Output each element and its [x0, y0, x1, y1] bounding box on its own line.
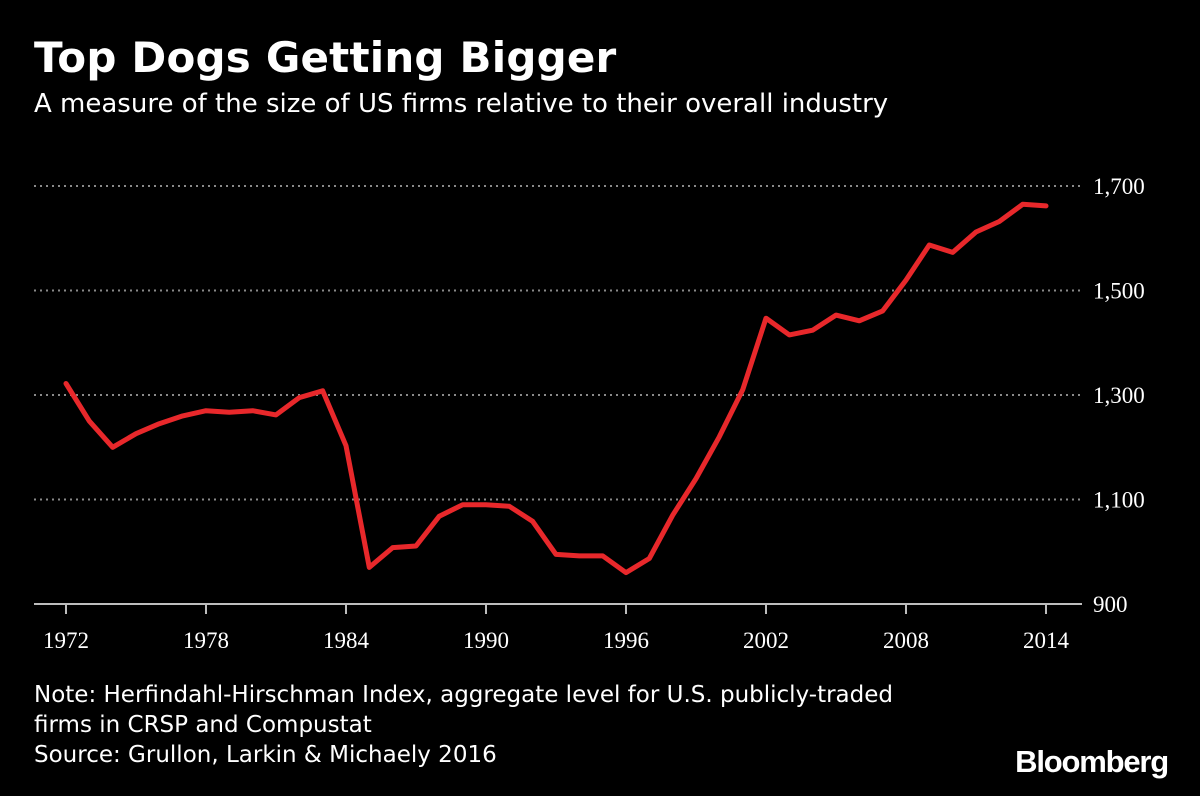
- x-tick-label-2002: 2002: [743, 628, 789, 653]
- series-line-0: [63, 201, 1049, 576]
- line-chart: 900 1,100 1,300 1,500 1,700 1972 1978 1984 1990…: [34, 174, 1145, 653]
- y-tick-label-1500: 1,500: [1093, 279, 1145, 304]
- y-tick-label-1100: 1,100: [1093, 488, 1145, 513]
- x-tick-label-2014: 2014: [1023, 628, 1070, 653]
- y-tick-label-1700: 1,700: [1093, 174, 1145, 199]
- x-axis: [34, 603, 1082, 614]
- series-layer: [63, 201, 1049, 576]
- y-tick-label-900: 900: [1093, 592, 1128, 617]
- x-tick-label-2008: 2008: [883, 628, 929, 653]
- x-tick-label-1990: 1990: [463, 628, 509, 653]
- note-line-1: Note: Herfindahl-Hirschman Index, aggreg…: [34, 682, 893, 708]
- note-line-2: firms in CRSP and Compustat: [34, 712, 372, 738]
- y-tick-label-1300: 1,300: [1093, 383, 1145, 408]
- gridlines: [34, 185, 1082, 501]
- x-tick-label-1978: 1978: [183, 628, 229, 653]
- chart-subtitle: A measure of the size of US firms relati…: [34, 89, 889, 119]
- source-line: Source: Grullon, Larkin & Michaely 2016: [34, 742, 497, 768]
- chart-title: Top Dogs Getting Bigger: [34, 33, 617, 82]
- x-axis-labels: 1972 1978 1984 1990 1996 2002 2008 2014: [43, 628, 1070, 653]
- y-axis-labels: 900 1,100 1,300 1,500 1,700: [1093, 174, 1145, 617]
- x-tick-label-1972: 1972: [43, 628, 89, 653]
- x-tick-label-1996: 1996: [603, 628, 649, 653]
- footer-note: Note: Herfindahl-Hirschman Index, aggreg…: [34, 680, 893, 770]
- bloomberg-logo: Bloomberg: [1015, 744, 1169, 779]
- x-tick-label-1984: 1984: [323, 628, 370, 653]
